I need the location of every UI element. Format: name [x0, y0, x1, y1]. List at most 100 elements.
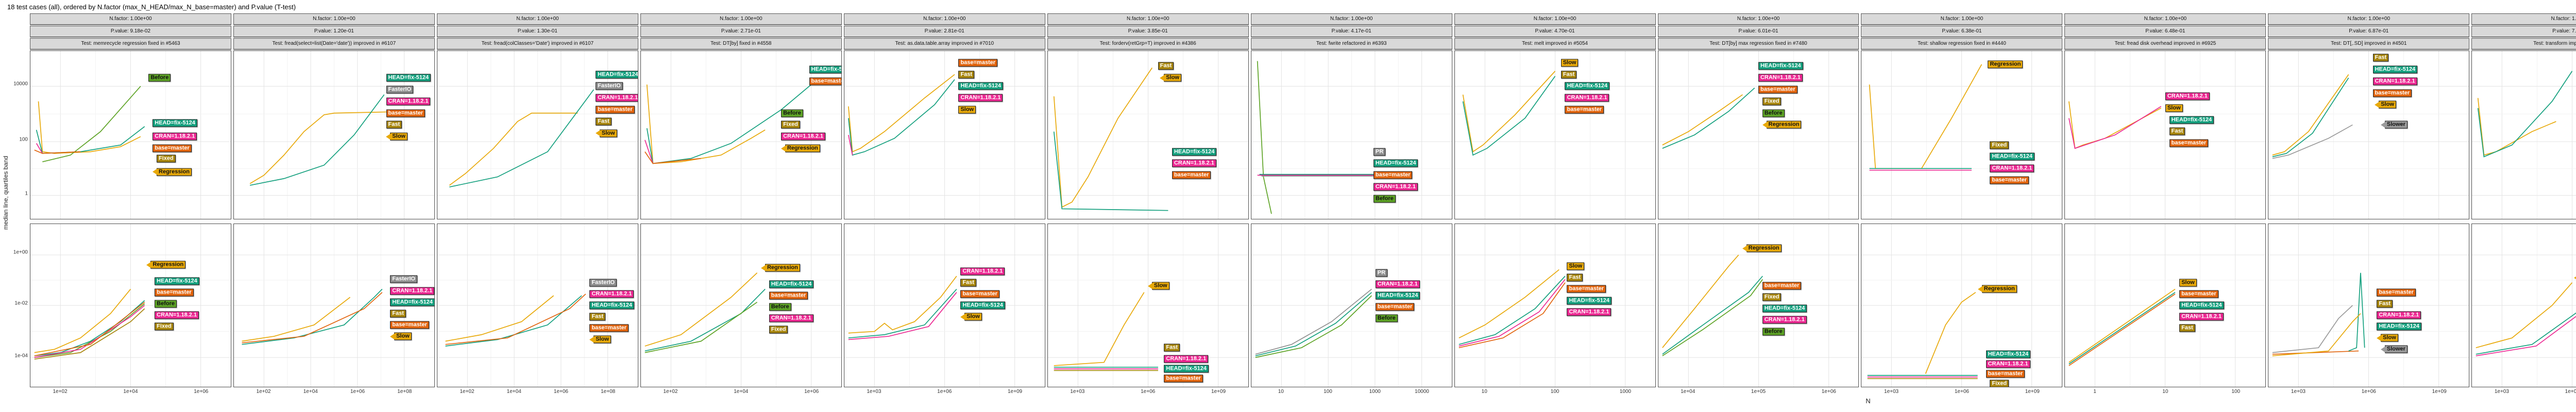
series-label-head: HEAD=fix-5124: [1172, 148, 1217, 156]
series-line-before: [42, 86, 141, 162]
facet-panel-seconds: Slow base=master HEAD=fix-5124 CRAN=1.18.2.…: [2064, 224, 2266, 387]
series-label-master: base=master: [1762, 282, 1802, 290]
x-tick-label: 1e+06: [194, 389, 209, 394]
series-line-master: [2273, 351, 2359, 354]
label-pointer: [2380, 346, 2385, 353]
series-line-head: [2273, 78, 2349, 157]
facet-strip-pvalue: P.value: 6.01e-01: [1657, 26, 1859, 37]
facet-strip-nfactor: N.factor: 1.00e+00: [1250, 13, 1452, 25]
label-pointer: [2380, 122, 2385, 128]
series-line-head: [37, 127, 145, 153]
facet-panel-seconds: Slow Fast base=master HEAD=fix-5124 CRAN=1.1…: [1454, 224, 1656, 387]
x-axis: 1e+02 1e+04 1e+06 1e+08: [233, 388, 435, 397]
facet-column: N.factor: 1.00e+00P.value: 7.26e-01Test:…: [2471, 13, 2576, 397]
series-line-master: [445, 294, 585, 345]
x-tick-label: 1e+04: [1681, 389, 1696, 394]
series-label-cran: CRAN=1.18.2.1: [1164, 355, 1209, 363]
series-line-head: [35, 301, 145, 356]
facet-panel-kilobytes: base=master Fast HEAD=fix-5124 CRAN=1.18.2.…: [843, 50, 1045, 219]
label-pointer: [390, 333, 395, 340]
series-label-master: base=master: [2179, 290, 2218, 298]
facet-column: N.factor: 1.00e+00 P.value: 9.18e-02 Test:…: [30, 13, 231, 397]
x-tick-label: 1e+02: [460, 389, 474, 394]
series-line-head: [1662, 88, 1754, 148]
series-line-cran: [645, 140, 653, 164]
series-label-head: HEAD=fix-5124: [958, 82, 1004, 90]
series-line-slow: [1054, 68, 1152, 208]
series-line-head: [645, 289, 765, 351]
facet-strip-nfactor: N.factor: 1.00e+00: [2064, 13, 2266, 25]
x-tick-label: 1e+03: [867, 389, 882, 394]
series-label-fixed: Fixed: [781, 121, 800, 129]
series-label-cran: CRAN=1.18.2.1: [958, 94, 1003, 102]
series-label-pr: PR: [1373, 148, 1386, 156]
x-tick-label: 1e+06: [1954, 389, 1969, 394]
series-label-cran: CRAN=1.18.2.1: [2377, 311, 2421, 319]
series-label-before: Before: [1373, 195, 1396, 203]
series-line-slow: [35, 289, 131, 352]
series-label-head: HEAD=fix-5124: [386, 74, 431, 82]
series-label-pr: PR: [1375, 269, 1388, 277]
series-label-head: HEAD=fix-5124: [2169, 116, 2214, 124]
y-tick-label: 100: [19, 136, 28, 143]
series-label-master: base=master: [1375, 303, 1415, 311]
series-label-fast: Fast: [958, 71, 975, 79]
series-label-cran: CRAN=1.18.2.1: [2179, 313, 2224, 321]
label-pointer: [386, 133, 391, 140]
series-label-fast: Fast: [2377, 300, 2393, 308]
x-tick-label: 1e+06: [937, 389, 952, 394]
series-label-cran: CRAN=1.18.2.1: [1565, 94, 1609, 102]
series-label-slow: Slow: [589, 335, 611, 344]
label-pointer: [2375, 101, 2380, 108]
facet-column: N.factor: 1.00e+00 P.value: 1.30e-01 Test:…: [436, 13, 638, 397]
series-label-master: base=master: [1986, 370, 2025, 378]
series-line-slow: [2273, 75, 2349, 155]
x-tick-label: 1e+06: [1141, 389, 1156, 394]
series-line-slower: [2273, 305, 2353, 353]
facet-column: N.factor: 1.00e+00 P.value: 2.81e-01 Test:…: [843, 13, 1045, 397]
facet-strip-nfactor: N.factor: 1.00e+00: [1454, 13, 1656, 25]
x-tick-label: 1e+08: [397, 389, 412, 394]
series-label-cran: CRAN=1.18.2.1: [1758, 74, 1803, 82]
series-label-fast: Fast: [390, 310, 406, 318]
series-label-before: Before: [155, 300, 177, 308]
facet-panel-kilobytes: PR HEAD=fix-5124 base=master CRAN=1.18.2.1 B…: [1250, 50, 1452, 219]
label-pointer: [1147, 283, 1153, 289]
label-pointer: [146, 262, 151, 268]
x-tick-label: 1e+02: [256, 389, 271, 394]
series-line-master: [645, 152, 701, 164]
x-tick-label: 1e+05: [1751, 389, 1766, 394]
series-label-fixed: Fixed: [1762, 97, 1782, 106]
series-line-head: [1255, 293, 1371, 356]
x-tick-label: 100: [1550, 389, 1560, 394]
series-label-fast: Fast: [386, 121, 402, 129]
series-label-fast: Fast: [1164, 344, 1180, 352]
series-label-master: base=master: [390, 321, 429, 329]
series-label-regression: Regression: [781, 144, 820, 152]
x-tick-label: 1: [2093, 389, 2096, 394]
series-line-cran: [849, 135, 853, 155]
series-line-cran: [849, 293, 957, 340]
x-axis: 1e+02 1e+04 1e+06: [640, 388, 842, 397]
series-line-slow: [1459, 269, 1558, 338]
facet-panel-kilobytes: Fast Slow HEAD=fix-5124 CRAN=1.18.2.1 base=m…: [1047, 50, 1249, 219]
series-line-head: [1463, 76, 1555, 155]
x-tick-label: 1e+04: [303, 389, 318, 394]
series-line-head: [2476, 308, 2576, 354]
series-label-head: HEAD=fix-5124: [1762, 304, 1807, 313]
series-label-master: base=master: [155, 288, 194, 297]
facet-panel-kilobytes: Fast HEAD=fix-5124 CRAN=1.18.2.1 base=maste…: [2268, 50, 2470, 219]
series-line-slow: [242, 297, 350, 341]
series-line-slow: [647, 84, 765, 163]
series-label-before: Before: [1762, 109, 1785, 117]
series-line-head: [2478, 71, 2572, 157]
series-label-master: base=master: [589, 324, 629, 332]
series-label-head: HEAD=fix-5124: [596, 71, 638, 79]
x-tick-label: 1e+08: [601, 389, 616, 394]
series-line-slow: [1662, 95, 1742, 145]
series-label-head: HEAD=fix-5124: [152, 119, 197, 127]
series-label-slow: Slow: [386, 132, 408, 141]
series-line-slow: [849, 276, 957, 333]
